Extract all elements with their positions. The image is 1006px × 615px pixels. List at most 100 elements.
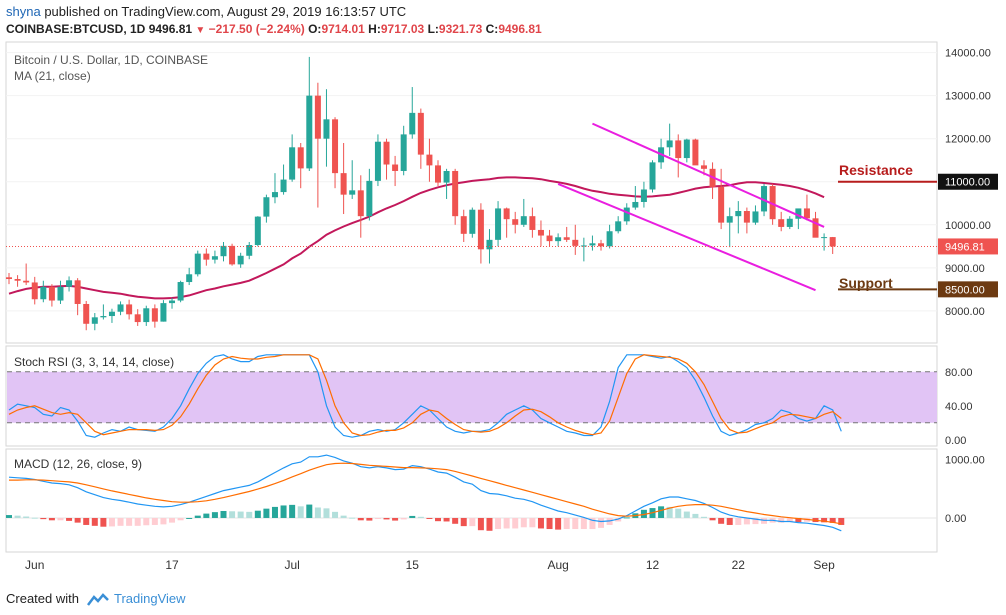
candle-down[interactable]: [546, 235, 553, 242]
candle-down[interactable]: [126, 304, 133, 315]
candle-up[interactable]: [761, 186, 768, 212]
candle-down[interactable]: [83, 303, 90, 324]
candle-up[interactable]: [366, 180, 373, 217]
candle-up[interactable]: [649, 162, 656, 190]
candle-up[interactable]: [683, 139, 690, 159]
candle-up[interactable]: [520, 216, 527, 225]
candle-up[interactable]: [615, 221, 622, 232]
candle-up[interactable]: [400, 134, 407, 171]
candle-up[interactable]: [786, 218, 793, 227]
candle-down[interactable]: [598, 243, 605, 247]
candle-down[interactable]: [74, 280, 81, 304]
candle-down[interactable]: [743, 211, 750, 223]
candle-down[interactable]: [14, 279, 21, 281]
candle-up[interactable]: [666, 140, 673, 148]
candle-up[interactable]: [735, 211, 742, 217]
candle-up[interactable]: [237, 255, 244, 265]
candle-down[interactable]: [151, 308, 158, 322]
candle-up[interactable]: [246, 245, 253, 256]
candle-up[interactable]: [211, 256, 218, 260]
candle-up[interactable]: [66, 280, 73, 287]
candle-down[interactable]: [803, 208, 810, 219]
candle-up[interactable]: [443, 170, 450, 183]
candle-down[interactable]: [383, 141, 390, 165]
candle-down[interactable]: [829, 237, 836, 247]
candle-up[interactable]: [726, 216, 733, 223]
candle-down[interactable]: [452, 170, 459, 217]
candle-down[interactable]: [563, 237, 570, 240]
candle-up[interactable]: [169, 300, 176, 304]
tradingview-brand[interactable]: TradingView: [114, 591, 186, 606]
candle-up[interactable]: [486, 239, 493, 250]
candle-up[interactable]: [795, 208, 802, 219]
candle-up[interactable]: [555, 237, 562, 242]
candle-down[interactable]: [675, 140, 682, 159]
candle-down[interactable]: [529, 216, 536, 230]
candle-down[interactable]: [426, 154, 433, 166]
candle-down[interactable]: [31, 282, 38, 300]
candle-up[interactable]: [271, 192, 278, 198]
candle-up[interactable]: [186, 274, 193, 283]
candle-down[interactable]: [537, 229, 544, 236]
candle-down[interactable]: [503, 208, 510, 220]
candle-down[interactable]: [48, 286, 55, 301]
candle-down[interactable]: [6, 277, 12, 280]
trend-line[interactable]: [557, 182, 816, 292]
candle-up[interactable]: [349, 190, 356, 195]
candle-up[interactable]: [117, 304, 124, 312]
candle-down[interactable]: [812, 218, 819, 238]
candle-down[interactable]: [203, 253, 210, 260]
candle-down[interactable]: [340, 173, 347, 195]
candle-up[interactable]: [374, 141, 381, 181]
candle-down[interactable]: [692, 139, 699, 166]
candle-down[interactable]: [23, 280, 30, 283]
candle-up[interactable]: [143, 308, 150, 323]
candle-up[interactable]: [323, 119, 330, 139]
candle-up[interactable]: [40, 286, 47, 300]
candle-down[interactable]: [778, 219, 785, 227]
author-name[interactable]: shyna: [6, 4, 41, 19]
candle-up[interactable]: [752, 211, 759, 223]
candle-down[interactable]: [435, 165, 441, 183]
candle-down[interactable]: [417, 112, 424, 155]
candle-up[interactable]: [640, 189, 647, 202]
candle-down[interactable]: [392, 164, 399, 171]
candle-down[interactable]: [297, 147, 304, 169]
candle-up[interactable]: [606, 231, 613, 247]
candle-up[interactable]: [263, 197, 270, 217]
trend-line[interactable]: [592, 122, 825, 228]
candle-down[interactable]: [357, 190, 364, 217]
candle-up[interactable]: [580, 245, 587, 247]
candle-up[interactable]: [108, 311, 115, 317]
candle-up[interactable]: [91, 317, 98, 324]
candle-down[interactable]: [332, 119, 339, 174]
candle-up[interactable]: [409, 112, 416, 135]
candle-down[interactable]: [769, 186, 776, 220]
candle-up[interactable]: [289, 147, 296, 180]
candle-down[interactable]: [460, 216, 467, 234]
candle-down[interactable]: [229, 245, 236, 265]
candle-up[interactable]: [160, 303, 167, 322]
candle-down[interactable]: [700, 165, 707, 169]
candle-up[interactable]: [57, 286, 64, 301]
candle-down[interactable]: [477, 209, 484, 250]
candle-up[interactable]: [220, 245, 227, 257]
candle-up[interactable]: [100, 316, 107, 318]
candle-down[interactable]: [572, 239, 579, 246]
candle-up[interactable]: [469, 209, 476, 234]
candle-down[interactable]: [718, 186, 725, 223]
candle-up[interactable]: [254, 216, 261, 246]
candle-up[interactable]: [495, 208, 502, 240]
candle-up[interactable]: [280, 179, 287, 193]
candle-up[interactable]: [632, 201, 639, 208]
candle-down[interactable]: [134, 314, 141, 323]
candle-up[interactable]: [306, 95, 313, 169]
trading-chart[interactable]: 14000.00 13000.00 12000.00 11000.00 10000.00…: [0, 40, 1006, 588]
candle-up[interactable]: [623, 207, 630, 222]
candle-up[interactable]: [589, 243, 596, 246]
candle-down[interactable]: [314, 95, 321, 139]
candle-up[interactable]: [821, 237, 828, 239]
candle-up[interactable]: [177, 282, 184, 301]
candle-down[interactable]: [512, 219, 519, 225]
candle-up[interactable]: [194, 253, 201, 275]
